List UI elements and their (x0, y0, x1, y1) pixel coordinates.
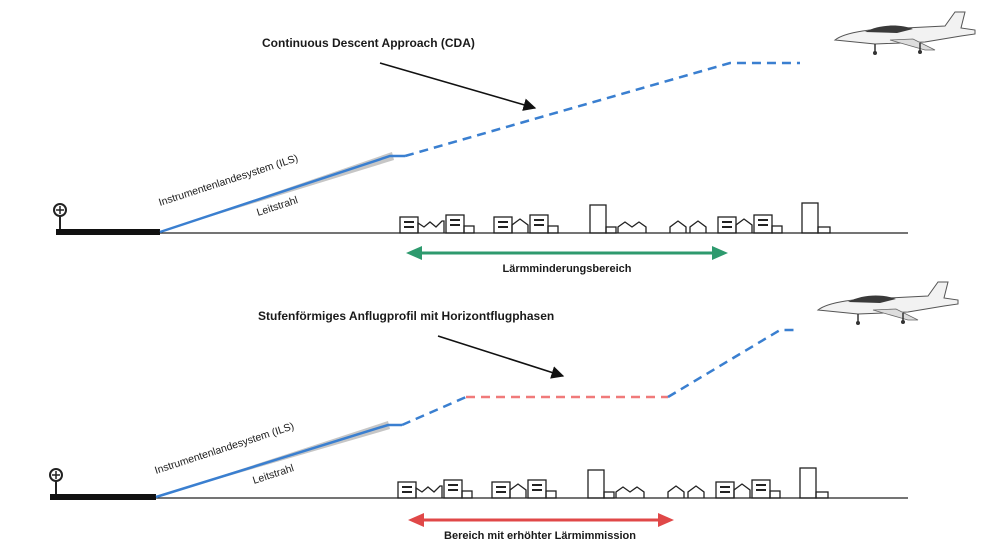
bottom-zone-arrow-right (658, 513, 674, 527)
top-runway (56, 229, 160, 235)
bottom-title: Stufenförmiges Anflugprofil mit Horizont… (258, 309, 554, 323)
top-title: Continuous Descent Approach (CDA) (262, 36, 475, 50)
bottom-zone-label: Bereich mit erhöhter Lärmimmission (444, 530, 636, 542)
bottom-title-arrow (437, 335, 565, 379)
top-zone-arrow-left (406, 246, 422, 260)
top-cda-path (404, 61, 800, 158)
bottom-glideslope-path (155, 423, 402, 499)
bottom-aircraft (817, 281, 959, 326)
bottom-town (397, 467, 829, 499)
bottom-descent-dash-1 (401, 395, 467, 427)
top-aircraft (834, 11, 976, 56)
top-title-arrow (379, 62, 537, 111)
top-glideslope-path (159, 154, 405, 234)
top-town (399, 202, 831, 234)
bottom-descent-dash-2 (667, 328, 798, 399)
top-zone-arrow-right (712, 246, 728, 260)
bottom-panel: Stufenförmiges Anflugprofil mit Horizont… (49, 281, 959, 542)
bottom-runway (50, 494, 156, 500)
bottom-ils-antenna (49, 468, 63, 495)
top-ils-antenna (53, 203, 67, 230)
bottom-zone-arrow-left (408, 513, 424, 527)
top-panel: Continuous Descent Approach (CDA) Instru… (53, 11, 976, 275)
top-zone-label: Lärmminderungsbereich (503, 263, 632, 275)
